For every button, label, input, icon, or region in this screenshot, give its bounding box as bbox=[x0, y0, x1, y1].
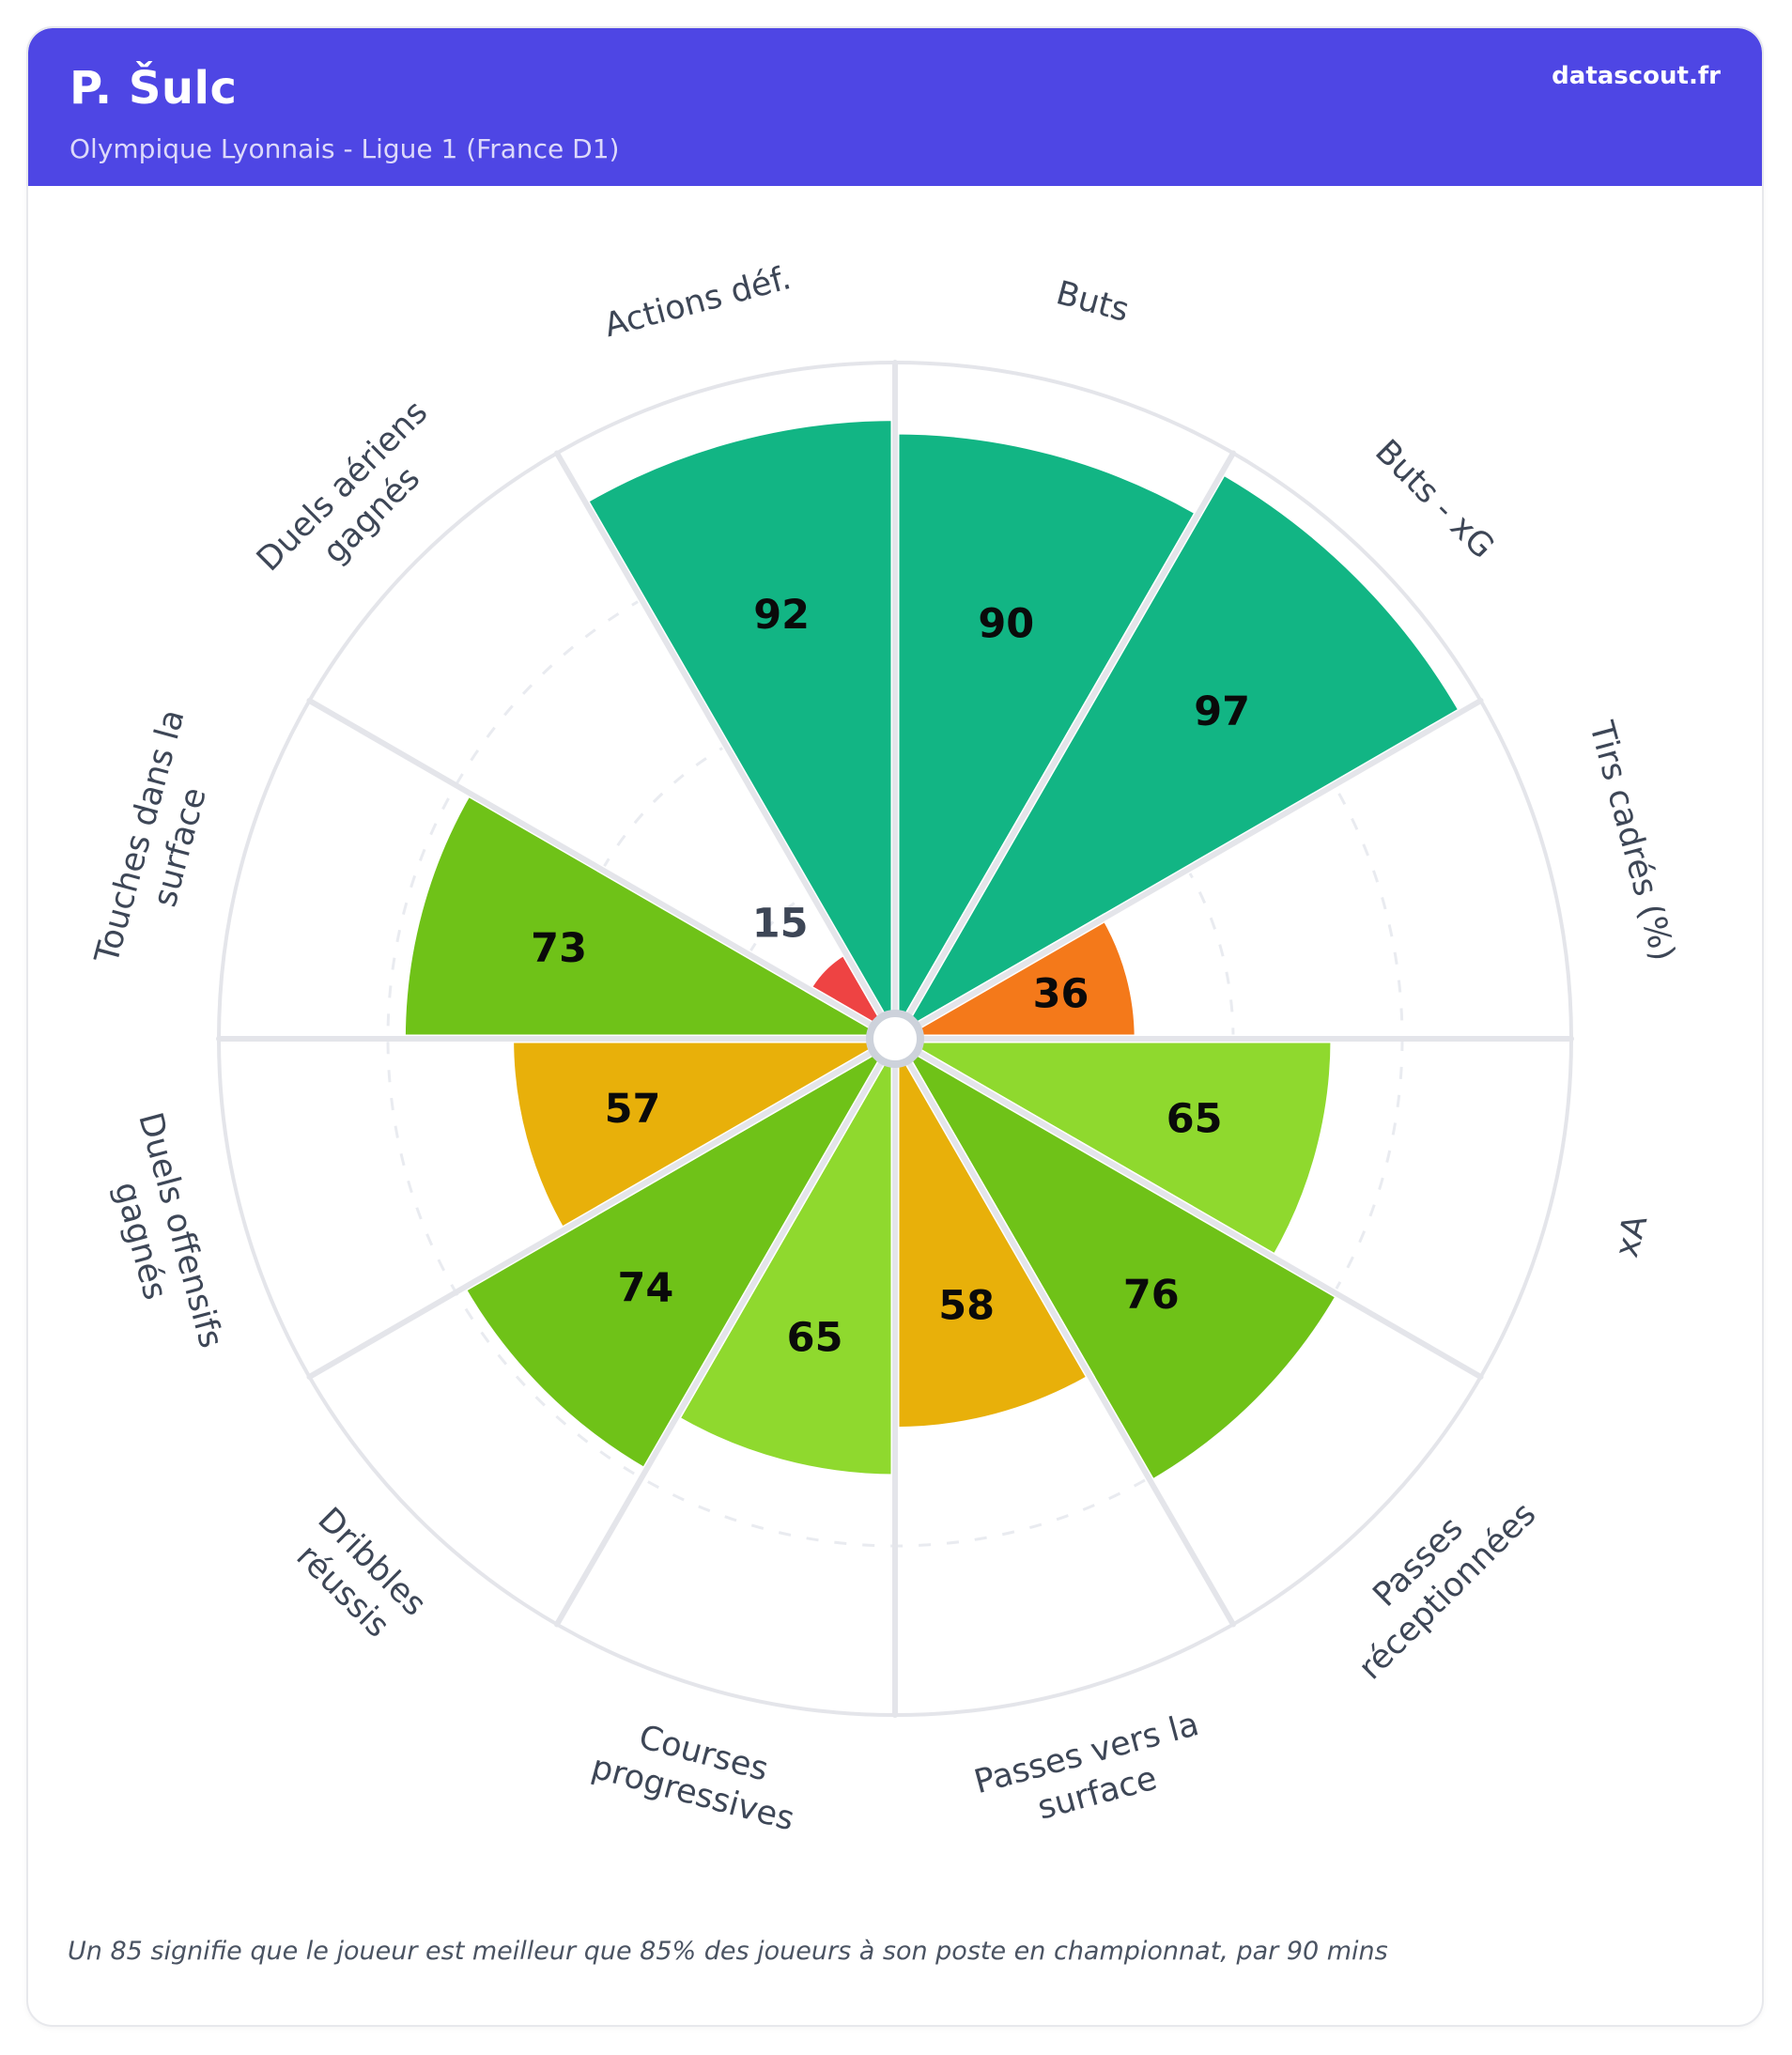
param-label-2: Tirs cadrés (%) bbox=[1582, 717, 1682, 965]
slice-value-3: 65 bbox=[1166, 1095, 1223, 1142]
slice-wedge-6 bbox=[671, 1034, 900, 1483]
slice-wedge-2 bbox=[890, 912, 1143, 1043]
spoke-1 bbox=[892, 450, 1236, 1042]
center-hole bbox=[866, 1010, 924, 1068]
slice-wedge-11 bbox=[579, 412, 900, 1043]
spoke-11 bbox=[554, 450, 898, 1042]
param-label-line: xA bbox=[1608, 1211, 1655, 1261]
outer-ring bbox=[217, 361, 1573, 1717]
slice-wedge-5 bbox=[890, 1034, 1096, 1436]
slice-value-2: 36 bbox=[1033, 971, 1089, 1018]
param-label-7: Dribblesréussis bbox=[281, 1501, 433, 1653]
param-label-line: Tirs cadrés (%) bbox=[1582, 717, 1682, 965]
param-label-6: Coursesprogressives bbox=[588, 1708, 809, 1838]
slice-wedge-4 bbox=[890, 1034, 1345, 1489]
param-label-5: Passes vers lasurface bbox=[970, 1706, 1213, 1842]
slice-wedge-9 bbox=[396, 787, 900, 1043]
spoke-10 bbox=[306, 698, 898, 1042]
pizza-chart: 90 97 36 65 76 58 65 74 57 73 15 92 Buts Buts - xG Tir… bbox=[88, 259, 1682, 1842]
slice-wedge-0 bbox=[890, 425, 1204, 1043]
slice-value-7: 74 bbox=[617, 1265, 673, 1312]
player-name: P. Šulc bbox=[70, 62, 238, 115]
spoke-2 bbox=[892, 698, 1484, 1042]
spoke-8 bbox=[306, 1036, 898, 1380]
slice-value-11: 92 bbox=[753, 592, 810, 639]
slice-wedge-1 bbox=[890, 466, 1468, 1043]
spoke-4 bbox=[892, 1036, 1484, 1380]
team-league-subtitle: Olympique Lyonnais - Ligue 1 (France D1) bbox=[70, 133, 620, 164]
spoke-7 bbox=[554, 1036, 898, 1628]
slice-wedge-7 bbox=[457, 1034, 900, 1476]
spoke-5 bbox=[892, 1036, 1236, 1628]
brand-logo-text: datascout.fr bbox=[1552, 62, 1721, 90]
slice-value-5: 58 bbox=[938, 1282, 995, 1329]
slice-value-10: 15 bbox=[752, 901, 809, 948]
slice-value-6: 65 bbox=[787, 1315, 843, 1362]
slice-wedge-3 bbox=[890, 1034, 1339, 1263]
slice-value-0: 90 bbox=[978, 601, 1034, 648]
param-label-line: Buts - xG bbox=[1367, 433, 1501, 566]
slice-value-8: 57 bbox=[605, 1086, 661, 1133]
slice-wedge-8 bbox=[505, 1034, 900, 1236]
card-header: P. Šulc Olympique Lyonnais - Ligue 1 (Fr… bbox=[28, 28, 1762, 186]
percentile-explainer: Un 85 signifie que le joueur est meilleu… bbox=[68, 1937, 1388, 1966]
param-label-10: Duels aériensgagnés bbox=[250, 394, 464, 608]
param-label-11: Actions déf. bbox=[600, 259, 795, 345]
param-label-9: Touches dans lasurface bbox=[88, 705, 232, 979]
slice-value-1: 97 bbox=[1194, 688, 1250, 735]
param-label-1: Buts - xG bbox=[1367, 433, 1501, 566]
param-label-8: Duels offensifsgagnés bbox=[91, 1108, 230, 1362]
param-label-line: Buts bbox=[1052, 274, 1133, 330]
slice-value-4: 76 bbox=[1123, 1272, 1180, 1319]
param-label-3: xA bbox=[1608, 1211, 1655, 1261]
param-label-0: Buts bbox=[1052, 274, 1133, 330]
param-label-line: Actions déf. bbox=[600, 259, 795, 345]
slice-value-9: 73 bbox=[531, 925, 587, 972]
param-label-4: Passesréceptionnées bbox=[1322, 1466, 1543, 1687]
